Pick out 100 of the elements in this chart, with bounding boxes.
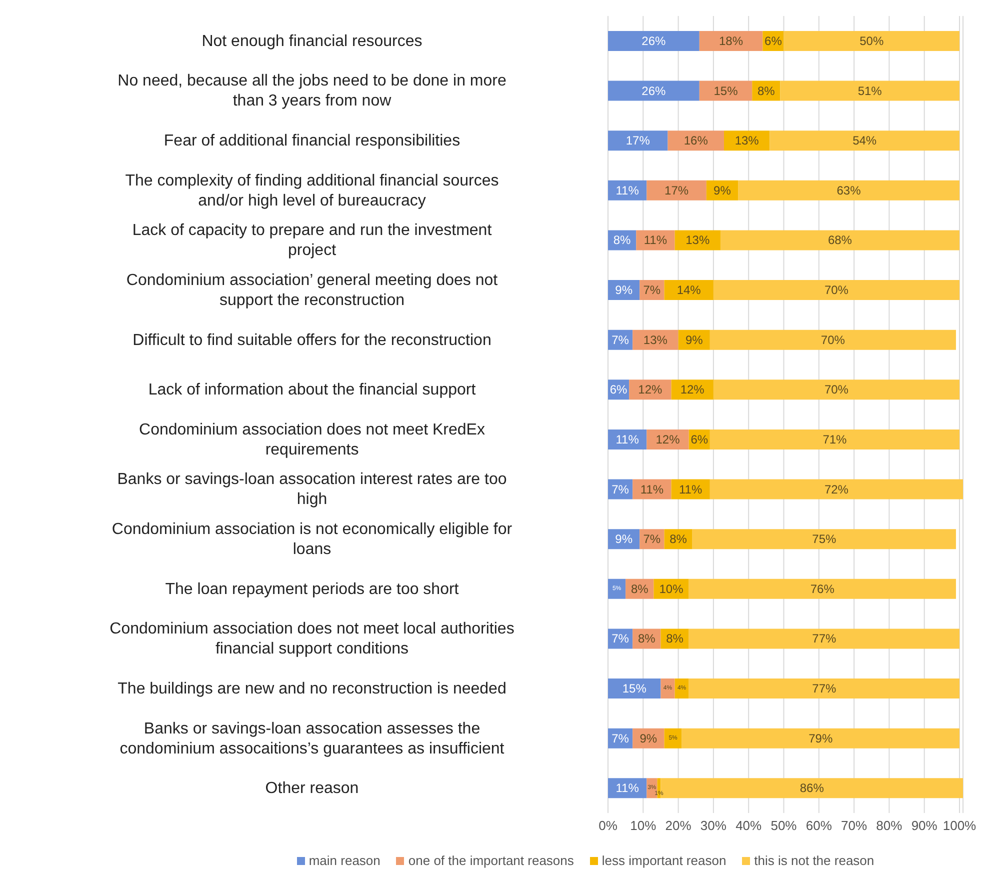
data-label: 77% [812,632,836,646]
data-label: 76% [810,582,835,596]
data-label: 11% [616,183,640,198]
data-label: 26% [642,84,666,98]
bar [674,678,689,699]
data-label: 6% [764,34,782,48]
bar [629,380,672,400]
x-tick-label: 100% [942,818,977,834]
bar [664,728,682,748]
bar [784,30,960,51]
bar [720,230,960,250]
data-label: 9% [615,283,633,298]
data-label: 7% [643,283,661,298]
bar [699,30,763,51]
bar [688,578,956,599]
data-label: 75% [812,532,836,546]
bar [738,180,960,200]
bar [632,330,678,350]
data-label: 26% [642,34,666,48]
data-label: 13% [734,134,760,148]
y-tick-label: Condominium association does not meet local authorities financial support conditions [110,620,514,658]
data-label: 6% [690,432,708,446]
data-label: 17% [664,183,689,198]
bar [682,728,960,748]
data-label: 18% [719,34,744,48]
legend-label: this is not the reason [754,853,874,868]
data-label: 79% [808,731,833,746]
data-label: 13% [643,332,668,347]
y-tick-label: Banks or savings-loan assocation assesses the condominium assocaitions’s guarantees as insufficient [120,720,505,757]
data-label: 71% [822,432,848,446]
data-label: 54% [852,134,877,148]
bar [770,130,960,151]
y-tick-label: Fear of additional financial responsibilities [164,132,460,150]
data-label: 16% [684,134,708,148]
y-tick-label: The complexity of finding additional financial sources and/or high level of bureaucracy [125,172,499,209]
data-label: 8% [670,532,688,546]
bar [780,80,960,101]
bar [608,678,661,699]
data-label: 68% [828,233,852,248]
data-label: 86% [800,781,824,796]
y-tick-label: Not enough financial resources [202,32,422,50]
data-label: 11% [640,482,664,496]
data-label: 11% [616,432,640,446]
data-label: 9% [714,183,732,198]
x-tick-label: 80% [876,818,903,834]
bar [608,80,700,101]
x-tick-label: 50% [770,818,798,834]
bar [699,80,752,101]
data-label: 14% [676,283,702,298]
x-tick-label: 0% [598,818,618,834]
bar [710,429,960,450]
bar [608,30,700,51]
data-label: 13% [686,233,710,248]
data-label: 8% [666,632,684,646]
data-label: 70% [820,332,846,347]
bar [646,180,706,200]
bar [710,479,963,500]
data-label: 63% [836,183,862,198]
data-label: 7% [612,482,630,496]
data-label: 6% [610,382,628,397]
data-label: 8% [630,582,649,596]
data-label: 77% [812,682,836,696]
data-label: 11% [616,781,640,796]
bar [688,678,960,699]
bar [713,280,960,300]
y-tick-label: Banks or savings-loan assocation interest rates are too high [117,470,507,508]
bar [608,578,626,599]
legend-label: less important reason [602,853,726,868]
bar [646,429,689,450]
y-tick-label: Difficult to find suitable offers for the reconstruction [132,331,492,348]
bar [664,280,714,300]
data-label: 17% [626,134,650,148]
legend-label: one of the important reasons [408,853,574,868]
bar [608,130,668,151]
data-label: 50% [860,34,884,48]
data-label: 7% [643,532,661,546]
y-tick-label: Condominium association is not economically eligible for loans [112,520,513,558]
data-label: 9% [615,532,633,546]
bar [710,330,956,350]
bar [632,479,672,500]
x-tick-label: 10% [630,818,657,834]
data-label: 12% [680,382,705,397]
x-tick-label: 60% [806,818,832,834]
bar [688,628,960,649]
y-tick-label: No need, because all the jobs need to be done in more than 3 years from now [118,72,506,110]
x-tick-label: 90% [911,818,938,834]
data-label: 12% [656,432,680,446]
data-label: 9% [640,731,658,746]
bar [692,529,956,550]
data-label: 70% [824,283,849,298]
data-label: 7% [612,632,630,646]
data-label: 7% [612,332,630,347]
data-label: 72% [824,482,849,496]
data-label: 70% [824,382,849,397]
y-tick-label: The loan repayment periods are too short [165,580,460,598]
data-label: 15% [714,84,738,98]
x-tick-label: 20% [665,818,692,834]
bar [668,130,724,151]
data-label: 11% [679,482,702,496]
data-label: 8% [638,632,656,646]
